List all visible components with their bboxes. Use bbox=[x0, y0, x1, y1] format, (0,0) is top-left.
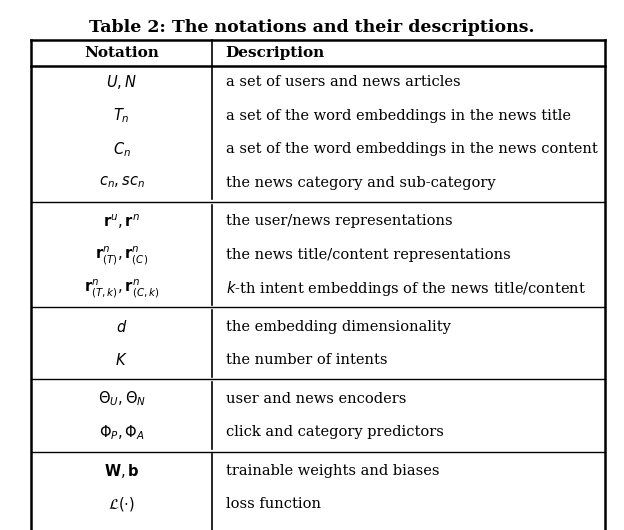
Text: $K$: $K$ bbox=[115, 352, 128, 368]
Text: the user/news representations: the user/news representations bbox=[226, 214, 452, 228]
Text: the embedding dimensionality: the embedding dimensionality bbox=[226, 320, 451, 334]
Text: $d$: $d$ bbox=[116, 319, 127, 335]
Text: a set of the word embeddings in the news content: a set of the word embeddings in the news… bbox=[226, 142, 598, 156]
Text: $\mathcal{L}(\cdot)$: $\mathcal{L}(\cdot)$ bbox=[108, 496, 135, 513]
Text: $k$-th intent embeddings of the news title/content: $k$-th intent embeddings of the news tit… bbox=[226, 279, 585, 297]
Text: $\mathbf{W}, \mathbf{b}$: $\mathbf{W}, \mathbf{b}$ bbox=[104, 462, 139, 480]
Text: $\Theta_U, \Theta_N$: $\Theta_U, \Theta_N$ bbox=[97, 390, 145, 408]
Text: $\mathbf{r}^n_{(T)}, \mathbf{r}^n_{(C)}$: $\mathbf{r}^n_{(T)}, \mathbf{r}^n_{(C)}$ bbox=[95, 244, 149, 266]
Text: the number of intents: the number of intents bbox=[226, 353, 388, 367]
Text: click and category predictors: click and category predictors bbox=[226, 425, 444, 439]
Text: $T_n$: $T_n$ bbox=[113, 107, 130, 125]
Text: $\mathbf{r}^n_{(T,k)}, \mathbf{r}^n_{(C,k)}$: $\mathbf{r}^n_{(T,k)}, \mathbf{r}^n_{(C,… bbox=[84, 277, 159, 299]
Text: Table 2: The notations and their descriptions.: Table 2: The notations and their descrip… bbox=[89, 19, 535, 36]
Text: a set of users and news articles: a set of users and news articles bbox=[226, 75, 461, 90]
Text: user and news encoders: user and news encoders bbox=[226, 392, 406, 406]
Text: the news title/content representations: the news title/content representations bbox=[226, 248, 510, 262]
Text: Notation: Notation bbox=[84, 46, 159, 60]
Text: $U, N$: $U, N$ bbox=[106, 74, 137, 91]
Text: loss function: loss function bbox=[226, 497, 321, 511]
Text: $\Phi_P, \Phi_A$: $\Phi_P, \Phi_A$ bbox=[99, 423, 145, 441]
Text: $c_n, sc_n$: $c_n, sc_n$ bbox=[99, 175, 145, 190]
Text: $C_n$: $C_n$ bbox=[112, 140, 130, 158]
Text: Description: Description bbox=[226, 46, 325, 60]
Text: trainable weights and biases: trainable weights and biases bbox=[226, 464, 439, 478]
Text: $\mathbf{r}^u, \mathbf{r}^n$: $\mathbf{r}^u, \mathbf{r}^n$ bbox=[103, 212, 140, 231]
Text: a set of the word embeddings in the news title: a set of the word embeddings in the news… bbox=[226, 109, 571, 123]
Text: the news category and sub-category: the news category and sub-category bbox=[226, 175, 495, 190]
